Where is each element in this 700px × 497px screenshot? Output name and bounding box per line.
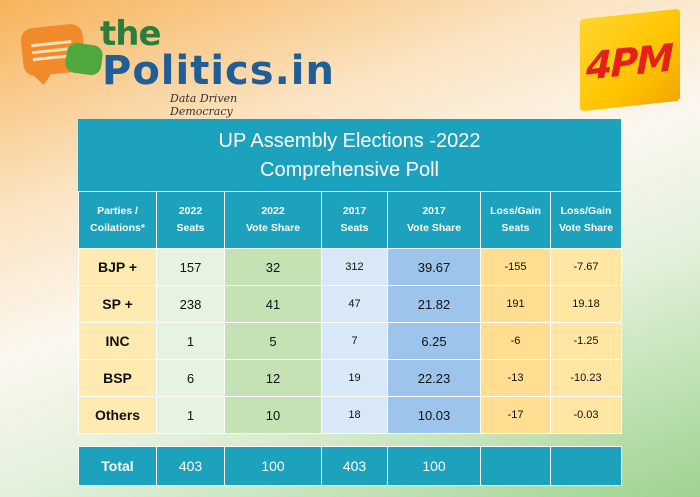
cell-seats-2022: 1 [156,396,225,434]
total-seats-2017: 403 [321,446,388,486]
cell-seats-2022: 157 [156,248,225,286]
cell-vote-2022: 10 [224,396,322,434]
green-speech-bubble-icon [64,41,104,77]
poll-title-line1: UP Assembly Elections -2022 [218,130,481,152]
table-row: Others 1 10 18 10.03 -17 -0.03 [78,396,622,434]
cell-loss-gain-seats: 191 [480,285,551,323]
cell-loss-gain-vote: -7.67 [550,248,622,286]
cell-loss-gain-vote: -1.25 [550,322,622,360]
cell-seats-2017: 18 [321,396,388,434]
total-table: Total 403 100 403 100 [78,446,622,486]
poll-title: UP Assembly Elections -2022 Comprehensiv… [78,119,621,191]
cell-seats-2017: 19 [321,359,388,397]
cell-party: BJP + [78,248,157,286]
cell-vote-2017: 21.82 [387,285,481,323]
cell-loss-gain-vote: 19.18 [550,285,622,323]
cell-loss-gain-seats: -155 [480,248,551,286]
header-2022-vote-share: 2022 Vote Share [224,191,322,249]
logo-word-the: the [100,14,162,54]
cell-vote-2022: 12 [224,359,322,397]
header-parties: Parties / Coilations* [78,191,157,249]
cell-vote-2017: 39.67 [387,248,481,286]
cell-loss-gain-vote: -10.23 [550,359,622,397]
4pm-logo: 4PM [580,8,680,112]
4pm-logo-text: 4PM [586,35,673,89]
poll-table: Parties / Coilations* 2022 Seats 2022 Vote … [78,191,622,434]
cell-loss-gain-seats: -13 [480,359,551,397]
header-loss-gain-vote-share: Loss/Gain Vote Share [550,191,622,249]
cell-seats-2022: 1 [156,322,225,360]
thepolitics-logo: the Politics.in Data Driven Democracy [19,14,334,118]
total-vote-2022: 100 [224,446,322,486]
header-loss-gain-seats: Loss/Gain Seats [480,191,551,249]
cell-party: Others [78,396,157,434]
total-seats-2022: 403 [156,446,225,486]
cell-vote-2022: 41 [224,285,322,323]
cell-party: INC [78,322,157,360]
poll-table-card: UP Assembly Elections -2022 Comprehensiv… [78,119,622,486]
cell-vote-2022: 5 [224,322,322,360]
table-header-row: Parties / Coilations* 2022 Seats 2022 Vote … [78,191,622,249]
cell-vote-2022: 32 [224,248,322,286]
cell-seats-2017: 7 [321,322,388,360]
total-row: Total 403 100 403 100 [78,446,622,486]
total-loss-gain-vote [550,446,622,486]
cell-vote-2017: 6.25 [387,322,481,360]
cell-party: BSP [78,359,157,397]
cell-seats-2017: 47 [321,285,388,323]
poll-title-line2: Comprehensive Poll [260,159,439,181]
cell-party: SP + [78,285,157,323]
header-2017-seats: 2017 Seats [321,191,388,249]
table-row: SP + 238 41 47 21.82 191 19.18 [78,285,622,323]
cell-vote-2017: 22.23 [387,359,481,397]
table-row: INC 1 5 7 6.25 -6 -1.25 [78,322,622,360]
total-label: Total [78,446,157,486]
logo-tagline: Data Driven Democracy [170,92,238,118]
cell-seats-2017: 312 [321,248,388,286]
cell-seats-2022: 238 [156,285,225,323]
cell-loss-gain-seats: -17 [480,396,551,434]
header-2017-vote-share: 2017 Vote Share [387,191,481,249]
cell-loss-gain-seats: -6 [480,322,551,360]
logo-word-politics: Politics.in [102,48,335,94]
total-loss-gain-seats [480,446,551,486]
cell-seats-2022: 6 [156,359,225,397]
cell-loss-gain-vote: -0.03 [550,396,622,434]
table-row: BJP + 157 32 312 39.67 -155 -7.67 [78,248,622,286]
total-vote-2017: 100 [387,446,481,486]
table-row: BSP 6 12 19 22.23 -13 -10.23 [78,359,622,397]
cell-vote-2017: 10.03 [387,396,481,434]
header-2022-seats: 2022 Seats [156,191,225,249]
